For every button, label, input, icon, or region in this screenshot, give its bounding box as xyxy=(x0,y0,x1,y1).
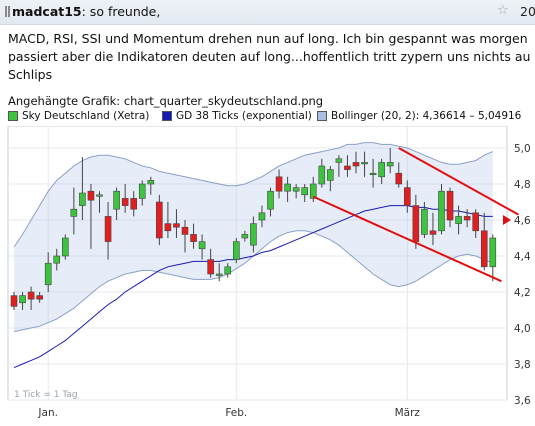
legend-item-price: Sky Deutschland (Xetra) xyxy=(8,110,149,122)
candle-body xyxy=(335,158,343,163)
candle-body xyxy=(369,172,377,176)
candle-body xyxy=(130,198,137,210)
candle-body xyxy=(79,192,86,206)
candle-body xyxy=(386,162,394,167)
candle-body xyxy=(224,266,232,275)
candle-body xyxy=(438,190,445,232)
post-number[interactable]: 20 xyxy=(520,4,535,19)
trend-line xyxy=(312,195,502,283)
y-tick-label: 4,2 xyxy=(514,287,531,299)
post-header: madcat15: so freunde, ☆ 20 xyxy=(0,0,535,25)
candle-body xyxy=(267,190,274,210)
legend-swatch-ema xyxy=(162,111,172,121)
username[interactable]: madcat15 xyxy=(12,4,82,19)
candle-body xyxy=(53,255,61,264)
y-tick-label: 5,0 xyxy=(514,143,531,155)
y-tick-label: 3,6 xyxy=(514,395,531,407)
star-icon[interactable]: ☆ xyxy=(497,3,509,18)
candle-body xyxy=(44,262,52,286)
tick-note: 1 Tick = 1 Tag xyxy=(14,390,78,400)
candle-body xyxy=(352,162,360,167)
candle-body xyxy=(250,223,257,246)
candle-body xyxy=(403,187,411,206)
post-body: MACD, RSI, SSI und Momentum drehen nun a… xyxy=(8,30,535,84)
candle-body xyxy=(489,237,497,268)
candle-body xyxy=(292,187,300,192)
candle-body xyxy=(275,176,283,192)
candle-body xyxy=(258,212,266,221)
candle-body xyxy=(395,172,403,185)
post-title: madcat15: so freunde, xyxy=(12,4,160,19)
candle-body xyxy=(207,259,214,275)
candle-body xyxy=(215,273,223,276)
last-price-marker xyxy=(503,215,511,225)
candle-body xyxy=(121,198,129,206)
post-line: Schlips xyxy=(8,67,53,82)
x-tick-label: Jan. xyxy=(37,407,58,419)
bollinger-upper-line xyxy=(13,142,493,248)
y-tick-label: 4,4 xyxy=(514,251,531,263)
candle-body xyxy=(36,295,43,300)
y-tick-label: 4,0 xyxy=(514,323,531,335)
candle-body xyxy=(480,230,488,268)
legend-label-bollinger: Bollinger (20, 2): 4,36614 – 5,04916 xyxy=(331,110,522,122)
candle-body xyxy=(301,187,309,196)
y-tick-label: 3,8 xyxy=(514,359,531,371)
candle-body xyxy=(472,212,480,232)
candle-body xyxy=(173,223,180,228)
attachment-label[interactable]: Angehängte Grafik: chart_quarter_skydeut… xyxy=(8,94,324,108)
candle-body xyxy=(318,165,326,185)
candle-body xyxy=(27,291,35,300)
legend-swatch-price xyxy=(8,111,18,121)
candle-body xyxy=(138,183,146,199)
candle-body xyxy=(241,234,249,239)
candle-body xyxy=(463,216,471,221)
candle-body xyxy=(19,295,26,304)
candle-body xyxy=(96,194,103,197)
post-line: passiert aber die Indikatoren deuten auf… xyxy=(8,49,531,64)
y-tick-label: 4,6 xyxy=(514,215,531,227)
candle-body xyxy=(147,180,155,185)
candle-body xyxy=(344,165,351,170)
candle-body xyxy=(309,183,317,199)
candlestick-chart[interactable]: 5,0 4,8 4,6 4,4 4,2 4,0 3,8 3,6 Jan. Feb. März 1 Ti… xyxy=(0,126,535,426)
candle-body xyxy=(455,216,462,224)
candle-body xyxy=(378,162,385,178)
candle-body xyxy=(104,216,112,242)
candle-body xyxy=(361,162,368,165)
trend-line xyxy=(398,147,519,216)
candle-body xyxy=(70,208,78,217)
candle-body xyxy=(156,201,163,239)
legend-item-ema: GD 38 Ticks (exponential) xyxy=(162,110,312,122)
candle-body xyxy=(412,205,420,242)
post-line: MACD, RSI, SSI und Momentum drehen nun a… xyxy=(8,31,528,46)
user-icon xyxy=(5,6,10,17)
legend-swatch-bollinger xyxy=(317,111,327,121)
candle-body xyxy=(61,237,69,257)
candle-body xyxy=(327,169,334,181)
candle-body xyxy=(164,223,172,232)
post-greeting: : so freunde, xyxy=(81,4,161,19)
legend-label-ema: GD 38 Ticks (exponential) xyxy=(176,110,312,122)
candle-body xyxy=(10,295,18,307)
candle-body xyxy=(233,241,240,260)
candle-body xyxy=(181,226,189,235)
legend-item-bollinger: Bollinger (20, 2): 4,36614 – 5,04916 xyxy=(317,110,521,122)
candle-body xyxy=(113,190,120,210)
candle-body xyxy=(87,190,95,201)
y-tick-label: 4,8 xyxy=(514,179,531,191)
legend-label-price: Sky Deutschland (Xetra) xyxy=(22,110,150,122)
candle-body xyxy=(198,241,206,250)
candle-body xyxy=(446,190,454,221)
candle-body xyxy=(190,234,197,242)
x-tick-label: März xyxy=(395,407,421,419)
candle-body xyxy=(421,208,428,235)
candle-body xyxy=(429,230,437,235)
candle-body xyxy=(284,183,291,192)
x-tick-label: Feb. xyxy=(225,407,247,419)
